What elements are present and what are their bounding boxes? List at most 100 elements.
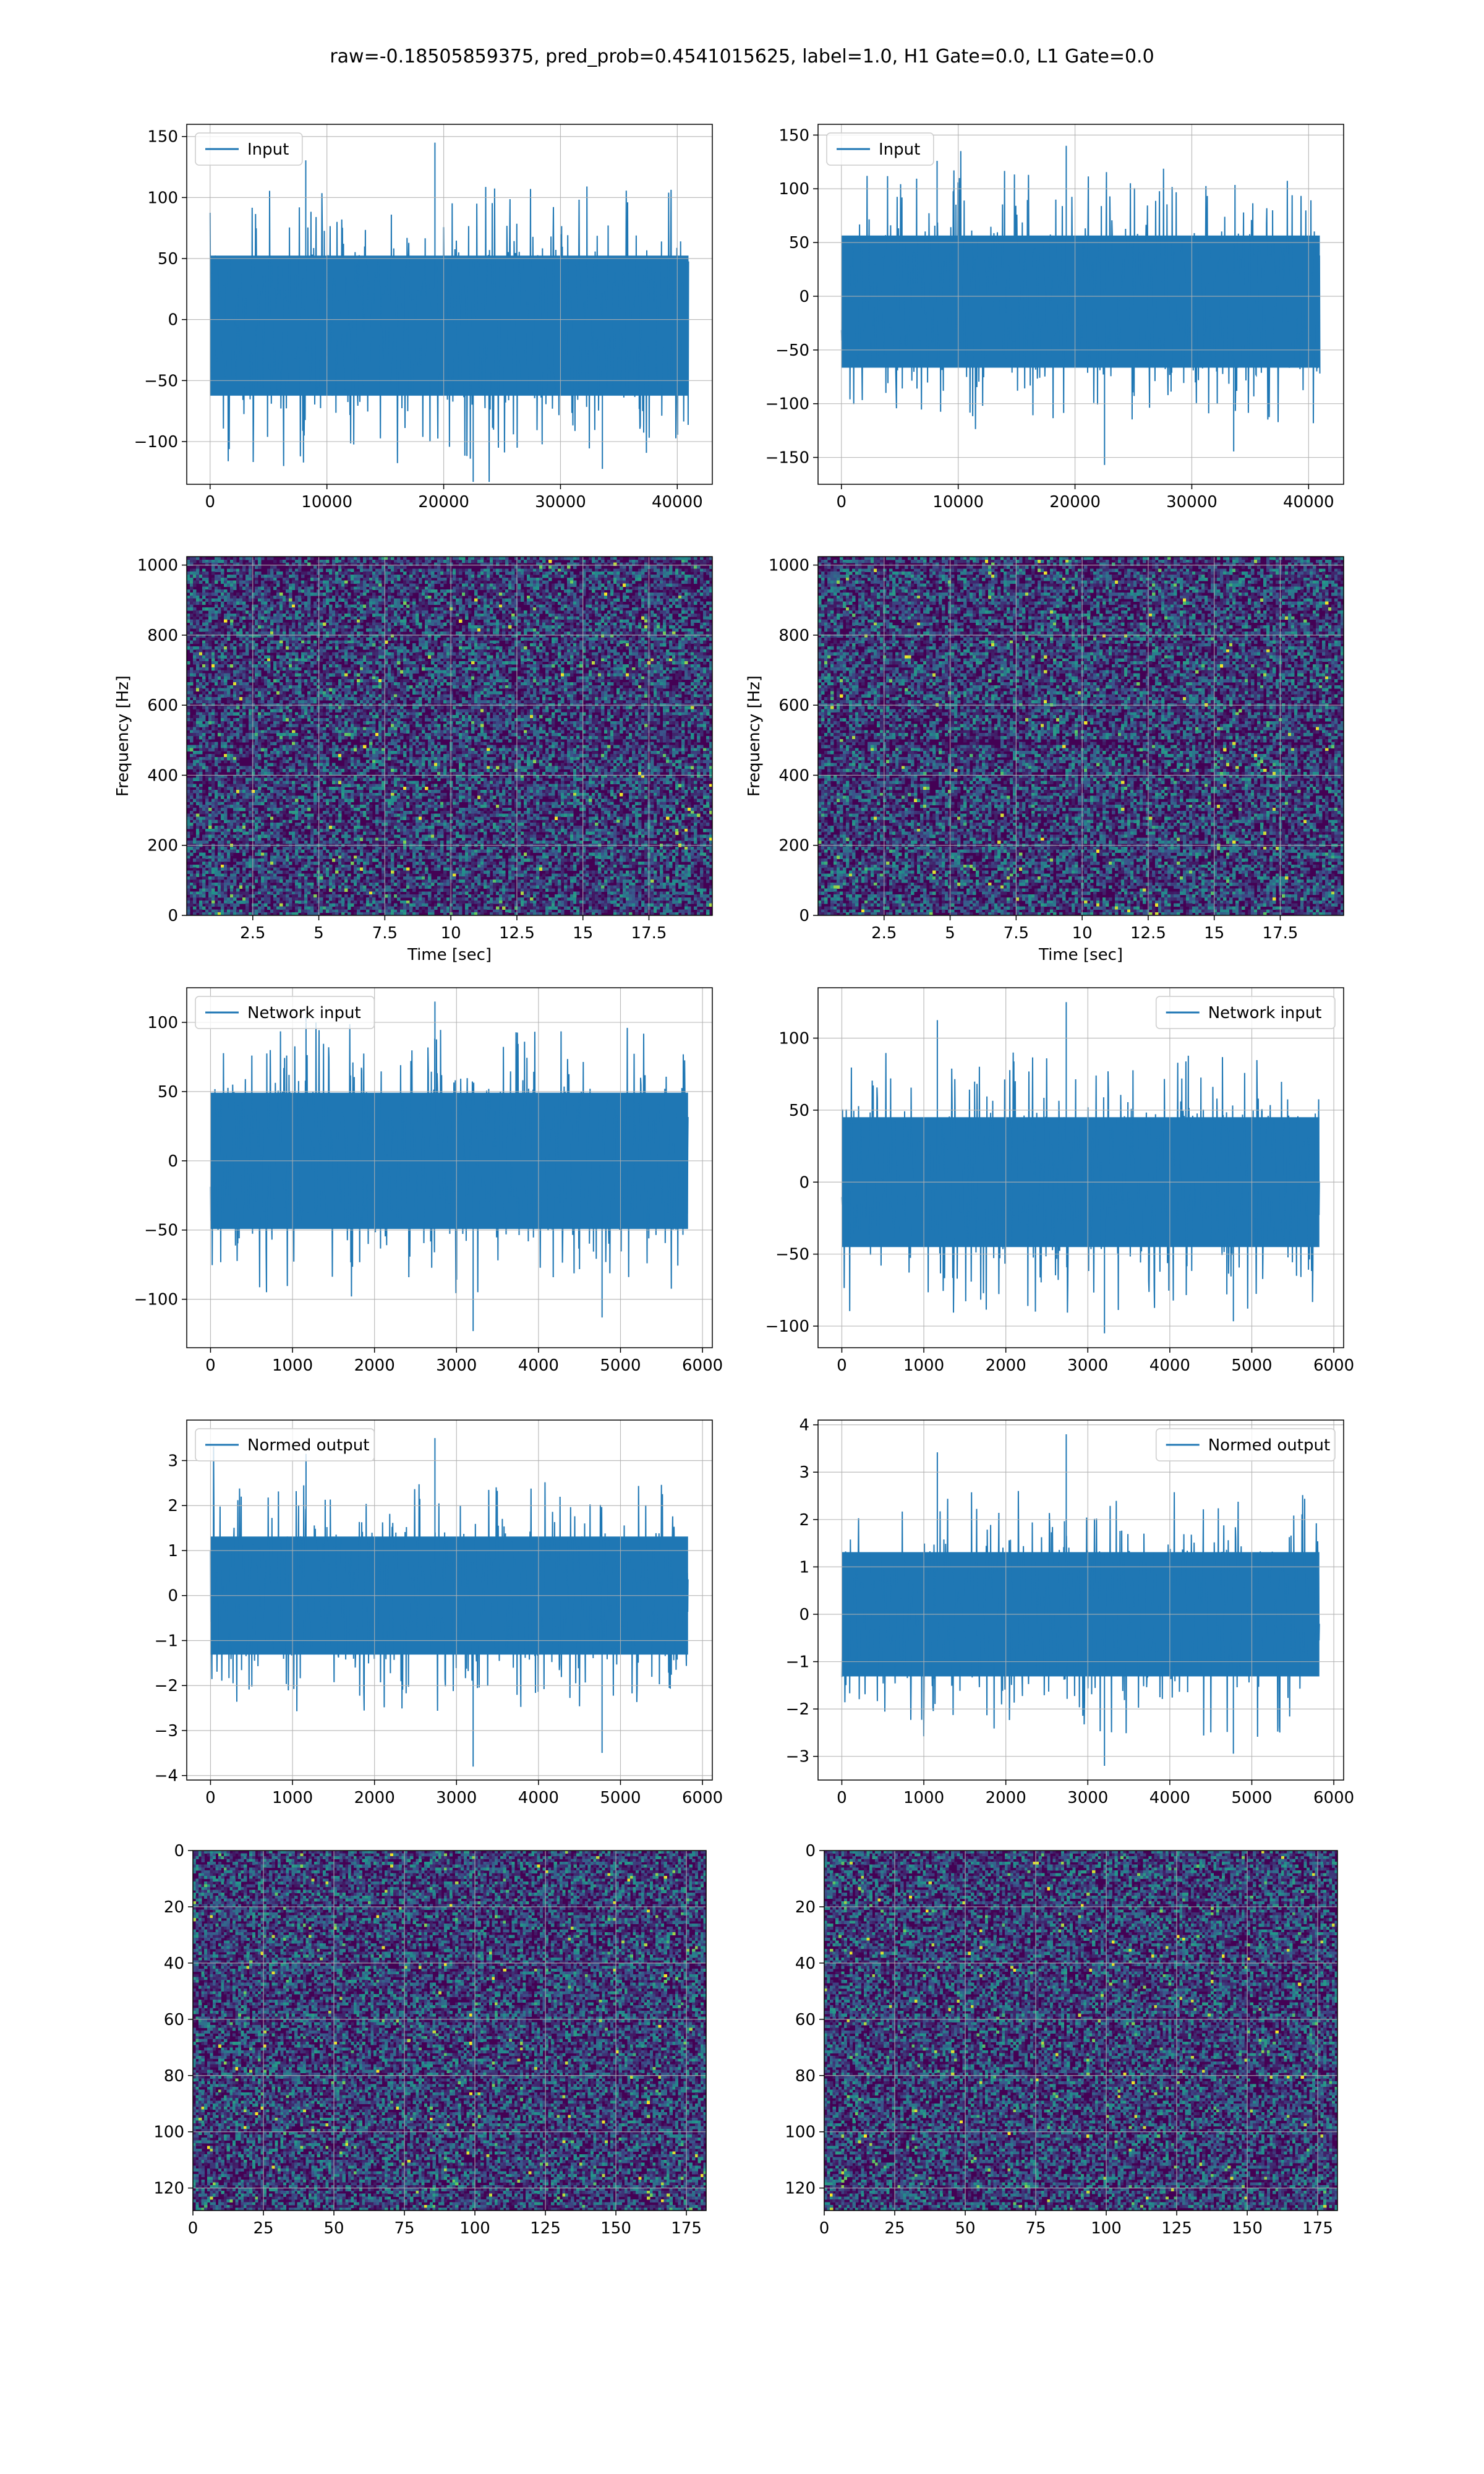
heatmap-cell — [666, 622, 670, 625]
heatmap-cell — [706, 568, 710, 571]
heatmap-cell — [264, 620, 268, 623]
heatmap-cell — [437, 568, 441, 571]
heatmap-cell — [539, 643, 543, 646]
heatmap-cell — [215, 646, 218, 649]
heatmap-cell — [301, 625, 305, 628]
heatmap-cell — [539, 604, 543, 607]
heatmap-cell — [598, 670, 602, 674]
heatmap-cell — [227, 581, 231, 584]
heatmap-cell — [477, 643, 481, 646]
heatmap-cell — [610, 593, 614, 596]
heatmap-cell — [629, 640, 633, 643]
heatmap-cell — [329, 674, 333, 677]
heatmap-cell — [196, 571, 200, 575]
heatmap-cell — [292, 622, 296, 625]
heatmap-cell — [660, 679, 663, 682]
heatmap-cell — [589, 625, 592, 628]
heatmap-cell — [279, 602, 283, 605]
heatmap-cell — [391, 575, 394, 578]
heatmap-cell — [397, 575, 401, 578]
heatmap-cell — [620, 578, 623, 581]
heatmap-cell — [412, 568, 416, 571]
heatmap-cell — [406, 658, 410, 661]
heatmap-cell — [279, 599, 283, 602]
heatmap-cell — [678, 640, 682, 643]
heatmap-cell — [357, 682, 360, 685]
heatmap-cell — [187, 638, 190, 641]
heatmap-cell — [267, 557, 271, 560]
heatmap-cell — [700, 568, 704, 571]
heatmap-cell — [613, 658, 617, 661]
heatmap-cell — [530, 578, 534, 581]
heatmap-cell — [440, 676, 444, 679]
heatmap-cell — [338, 604, 342, 607]
heatmap-cell — [626, 625, 629, 628]
heatmap-cell — [644, 640, 648, 643]
heatmap-cell — [224, 646, 228, 649]
heatmap-cell — [249, 625, 252, 628]
heatmap-cell — [681, 563, 685, 566]
heatmap-cell — [616, 664, 620, 667]
heatmap-cell — [242, 670, 246, 674]
heatmap-cell — [242, 674, 246, 677]
heatmap-cell — [573, 628, 577, 631]
heatmap-cell — [360, 617, 364, 620]
heatmap-cell — [684, 676, 688, 679]
heatmap-cell — [638, 622, 642, 625]
heatmap-cell — [279, 656, 283, 659]
heatmap-cell — [202, 620, 206, 623]
heatmap-cell — [273, 586, 277, 589]
heatmap-cell — [558, 679, 561, 682]
heatmap-cell — [697, 599, 701, 602]
heatmap-cell — [199, 593, 203, 596]
heatmap-cell — [499, 581, 503, 584]
heatmap-cell — [224, 617, 228, 620]
heatmap-cell — [372, 607, 376, 610]
heatmap-cell — [344, 568, 348, 571]
heatmap-cell — [276, 584, 280, 587]
heatmap-cell — [369, 649, 373, 653]
heatmap-cell — [443, 653, 447, 656]
heatmap-cell — [474, 638, 478, 641]
heatmap-cell — [230, 646, 234, 649]
heatmap-cell — [252, 643, 255, 646]
heatmap-cell — [369, 578, 373, 581]
heatmap-cell — [703, 625, 707, 628]
heatmap-cell — [388, 674, 391, 677]
heatmap-cell — [629, 674, 633, 677]
heatmap-cell — [592, 607, 595, 610]
heatmap-cell — [227, 593, 231, 596]
heatmap-cell — [338, 679, 342, 682]
heatmap-cell — [295, 646, 299, 649]
heatmap-cell — [403, 656, 407, 659]
heatmap-cell — [295, 674, 299, 677]
heatmap-cell — [641, 658, 645, 661]
heatmap-cell — [289, 682, 292, 685]
heatmap-cell — [462, 664, 466, 667]
heatmap-cell — [598, 631, 602, 635]
heatmap-cell — [675, 667, 679, 670]
heatmap-cell — [292, 557, 296, 560]
heatmap-cell — [545, 596, 549, 599]
heatmap-cell — [295, 640, 299, 643]
heatmap-cell — [620, 667, 623, 670]
heatmap-cell — [208, 593, 212, 596]
heatmap-cell — [279, 571, 283, 575]
heatmap-cell — [669, 557, 673, 560]
heatmap-cell — [245, 557, 249, 560]
heatmap-cell — [310, 631, 314, 635]
heatmap-cell — [428, 602, 432, 605]
heatmap-cell — [419, 602, 422, 605]
heatmap-cell — [681, 596, 685, 599]
heatmap-cell — [301, 581, 305, 584]
heatmap-cell — [434, 664, 438, 667]
heatmap-cell — [623, 610, 626, 614]
heatmap-cell — [502, 599, 506, 602]
heatmap-cell — [681, 610, 685, 614]
heatmap-cell — [542, 589, 546, 593]
heatmap-cell — [462, 679, 466, 682]
heatmap-cell — [508, 670, 512, 674]
heatmap-cell — [258, 602, 262, 605]
heatmap-cell — [242, 607, 246, 610]
heatmap-cell — [313, 625, 317, 628]
